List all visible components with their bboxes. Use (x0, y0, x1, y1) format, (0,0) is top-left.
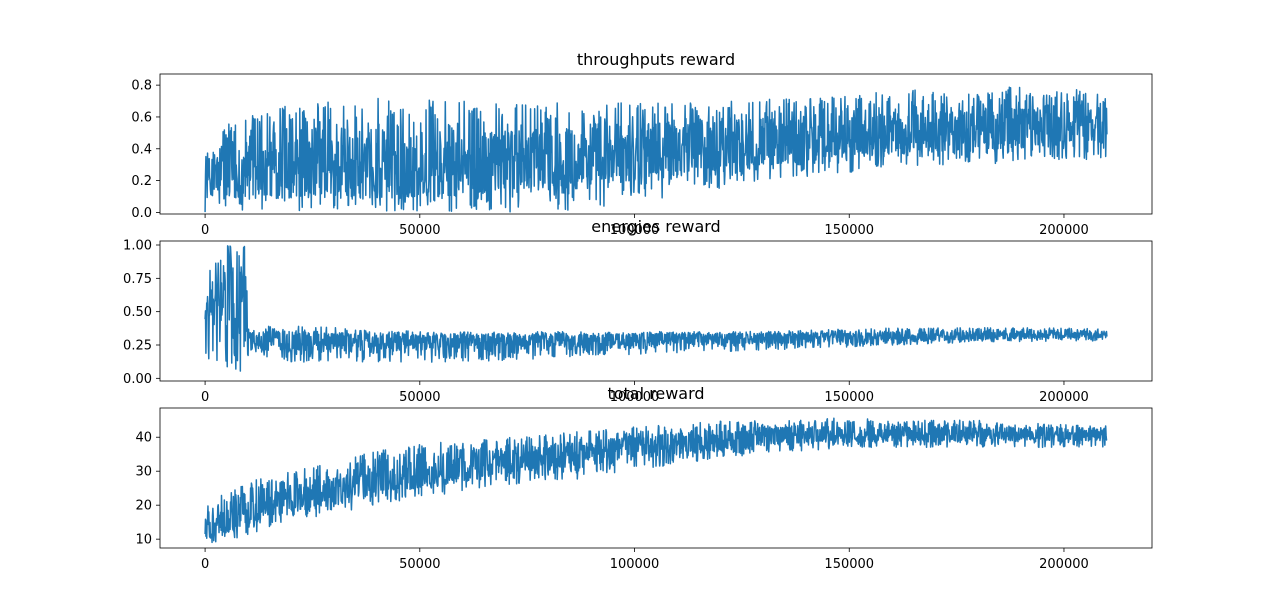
x-tick-label: 200000 (1039, 390, 1089, 405)
series-line (204, 417, 1108, 544)
x-tick-label: 50000 (399, 557, 440, 572)
x-tick-label: 50000 (399, 223, 440, 238)
subplot-3: 0 50000 100000 150000 200000 10 20 30 40 total re… (135, 384, 1153, 572)
chart-title: total reward (607, 384, 704, 403)
subplot-1: 0 50000 100000 150000 200000 0.0 0.2 0.4 0.6 0.8 t… (131, 50, 1153, 238)
y-tick-label: 20 (135, 499, 152, 514)
y-tick-label: 0.00 (123, 372, 152, 387)
x-tick-label: 150000 (824, 223, 874, 238)
y-tick-label: 40 (135, 431, 152, 446)
x-tick-label: 200000 (1039, 557, 1089, 572)
y-tick-label: 0.8 (131, 79, 152, 94)
x-tick-label: 200000 (1039, 223, 1089, 238)
axes-frame (159, 407, 1153, 549)
y-tick-label: 0.75 (123, 272, 152, 287)
subplots: 0 50000 100000 150000 200000 0.0 0.2 0.4 0.6 0.8 t… (123, 50, 1153, 572)
x-tick-label: 0 (201, 223, 209, 238)
x-tick-label: 0 (201, 557, 209, 572)
subplot-2: 0 50000 100000 150000 200000 0.00 0.25 0.50 0.75… (123, 217, 1153, 405)
y-tick-label: 30 (135, 465, 152, 480)
y-tick-label: 0.50 (123, 305, 152, 320)
y-tick-label: 10 (135, 533, 152, 548)
y-tick-label: 0.6 (131, 110, 152, 125)
x-tick-label: 100000 (610, 390, 660, 405)
chart-title: throughputs reward (577, 50, 735, 69)
y-tick-label: 0.4 (131, 142, 152, 157)
x-tick-label: 100000 (610, 223, 660, 238)
axes-frame (159, 73, 1153, 215)
y-tick-label: 0.2 (131, 174, 152, 189)
axes-frame (159, 240, 1153, 382)
y-tick-label: 0.25 (123, 339, 152, 354)
x-tick-label: 0 (201, 390, 209, 405)
y-tick-label: 1.00 (123, 239, 152, 254)
x-tick-label: 100000 (610, 557, 660, 572)
series-line (204, 245, 1108, 372)
x-tick-label: 150000 (824, 390, 874, 405)
x-tick-label: 150000 (824, 557, 874, 572)
x-tick-label: 50000 (399, 390, 440, 405)
y-tick-label: 0.0 (131, 206, 152, 221)
chart-title: energies reward (591, 217, 720, 236)
series-line (204, 86, 1108, 213)
